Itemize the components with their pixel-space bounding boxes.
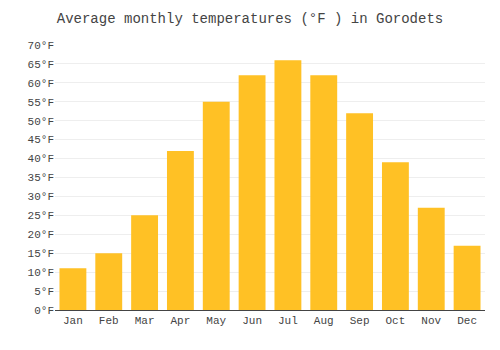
svg-text:40°F: 40°F xyxy=(28,153,54,165)
svg-text:0°F: 0°F xyxy=(34,305,54,317)
svg-text:20°F: 20°F xyxy=(28,229,54,241)
svg-text:25°F: 25°F xyxy=(28,210,54,222)
svg-text:Feb: Feb xyxy=(99,315,119,327)
svg-text:10°F: 10°F xyxy=(28,267,54,279)
svg-text:60°F: 60°F xyxy=(28,78,54,90)
svg-text:45°F: 45°F xyxy=(28,134,54,146)
svg-text:Jun: Jun xyxy=(242,315,262,327)
svg-text:May: May xyxy=(206,315,226,327)
svg-text:Sep: Sep xyxy=(350,315,370,327)
svg-text:30°F: 30°F xyxy=(28,191,54,203)
svg-text:50°F: 50°F xyxy=(28,116,54,128)
svg-text:Average monthly temperatures (: Average monthly temperatures (°F ) in Go… xyxy=(57,11,443,27)
svg-text:Jan: Jan xyxy=(63,315,83,327)
svg-text:35°F: 35°F xyxy=(28,172,54,184)
svg-text:15°F: 15°F xyxy=(28,248,54,260)
svg-text:65°F: 65°F xyxy=(28,59,54,71)
svg-text:Nov: Nov xyxy=(421,315,441,327)
svg-text:70°F: 70°F xyxy=(28,40,54,52)
svg-text:Aug: Aug xyxy=(314,315,334,327)
svg-text:Dec: Dec xyxy=(457,315,477,327)
svg-text:55°F: 55°F xyxy=(28,97,54,109)
svg-text:5°F: 5°F xyxy=(34,286,54,298)
svg-text:Apr: Apr xyxy=(171,315,191,327)
svg-text:Oct: Oct xyxy=(386,315,406,327)
svg-text:Jul: Jul xyxy=(278,315,298,327)
svg-text:Mar: Mar xyxy=(135,315,155,327)
